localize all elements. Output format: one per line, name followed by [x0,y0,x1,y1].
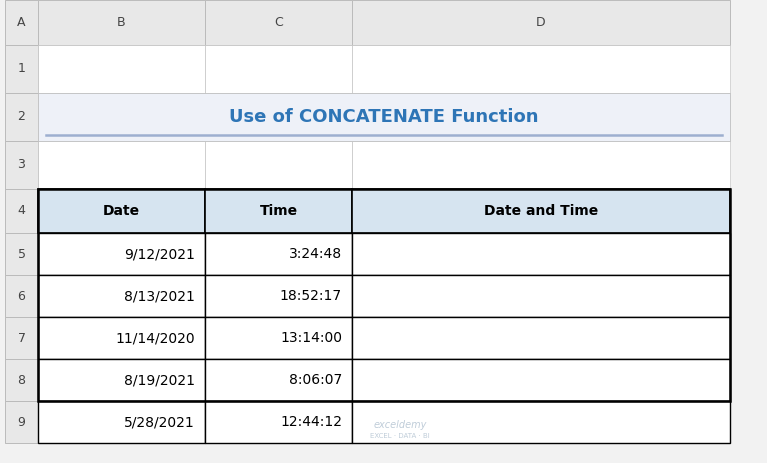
Bar [352,317,730,359]
Text: Date: Date [103,204,140,218]
Text: 18:52:17: 18:52:17 [280,289,342,303]
Text: EXCEL · DATA · BI: EXCEL · DATA · BI [370,433,430,439]
Bar [205,401,352,443]
Bar [5,401,38,443]
Bar [352,275,730,317]
Text: 8:06:07: 8:06:07 [288,373,342,387]
Bar [352,233,730,275]
Bar [5,189,38,233]
Text: 2: 2 [18,111,25,124]
Bar [352,359,730,401]
Text: exceldemy: exceldemy [374,420,426,430]
Text: 1: 1 [18,63,25,75]
Text: 5: 5 [18,248,25,261]
Bar [205,275,352,317]
Bar [5,233,38,275]
Bar [38,189,205,233]
Bar [5,45,38,93]
Bar [205,275,352,317]
Text: Use of CONCATENATE Function: Use of CONCATENATE Function [229,108,538,126]
Text: 3: 3 [18,158,25,171]
Text: 9/12/2021: 9/12/2021 [124,247,195,261]
Bar [38,189,730,401]
Bar [38,233,205,275]
Bar [205,359,352,401]
Bar [352,189,730,233]
Bar [5,359,38,401]
Bar [5,317,38,359]
Text: 6: 6 [18,289,25,302]
Bar [205,93,352,141]
Text: 3:24:48: 3:24:48 [289,247,342,261]
Bar [205,401,352,443]
Bar [38,401,205,443]
Bar [38,141,205,189]
Bar [38,93,730,141]
Bar [5,275,38,317]
Bar [38,317,205,359]
Bar [205,45,352,93]
Bar [38,45,205,93]
Text: D: D [536,16,546,29]
Bar [38,359,205,401]
Bar [352,141,730,189]
Bar [38,317,205,359]
Text: A: A [17,16,26,29]
Text: 12:44:12: 12:44:12 [280,415,342,429]
Text: 13:14:00: 13:14:00 [280,331,342,345]
Text: 8/13/2021: 8/13/2021 [124,289,195,303]
Bar [205,359,352,401]
Text: Time: Time [259,204,298,218]
Bar [205,189,352,233]
Text: 4: 4 [18,205,25,218]
Bar [38,93,205,141]
Bar [205,0,352,45]
Bar [352,93,730,141]
Bar [38,0,205,45]
Text: 8/19/2021: 8/19/2021 [124,373,195,387]
Text: 11/14/2020: 11/14/2020 [115,331,195,345]
Text: 8: 8 [18,374,25,387]
Bar [352,45,730,93]
Bar [38,233,205,275]
Bar [352,317,730,359]
Text: C: C [274,16,283,29]
Bar [205,141,352,189]
Bar [5,93,38,141]
Bar [352,0,730,45]
Text: 7: 7 [18,332,25,344]
Bar [205,233,352,275]
Text: Date and Time: Date and Time [484,204,598,218]
Bar [38,189,205,233]
Bar [352,233,730,275]
Bar [38,275,205,317]
Bar [352,189,730,233]
Bar [352,275,730,317]
Text: 9: 9 [18,415,25,428]
Bar [5,141,38,189]
Bar [38,275,205,317]
Bar [205,317,352,359]
Bar [352,401,730,443]
Text: 5/28/2021: 5/28/2021 [124,415,195,429]
Bar [205,189,352,233]
Bar [5,0,38,45]
Bar [352,359,730,401]
Bar [205,317,352,359]
Text: B: B [117,16,126,29]
Bar [352,401,730,443]
Bar [38,401,205,443]
Bar [205,233,352,275]
Bar [38,359,205,401]
